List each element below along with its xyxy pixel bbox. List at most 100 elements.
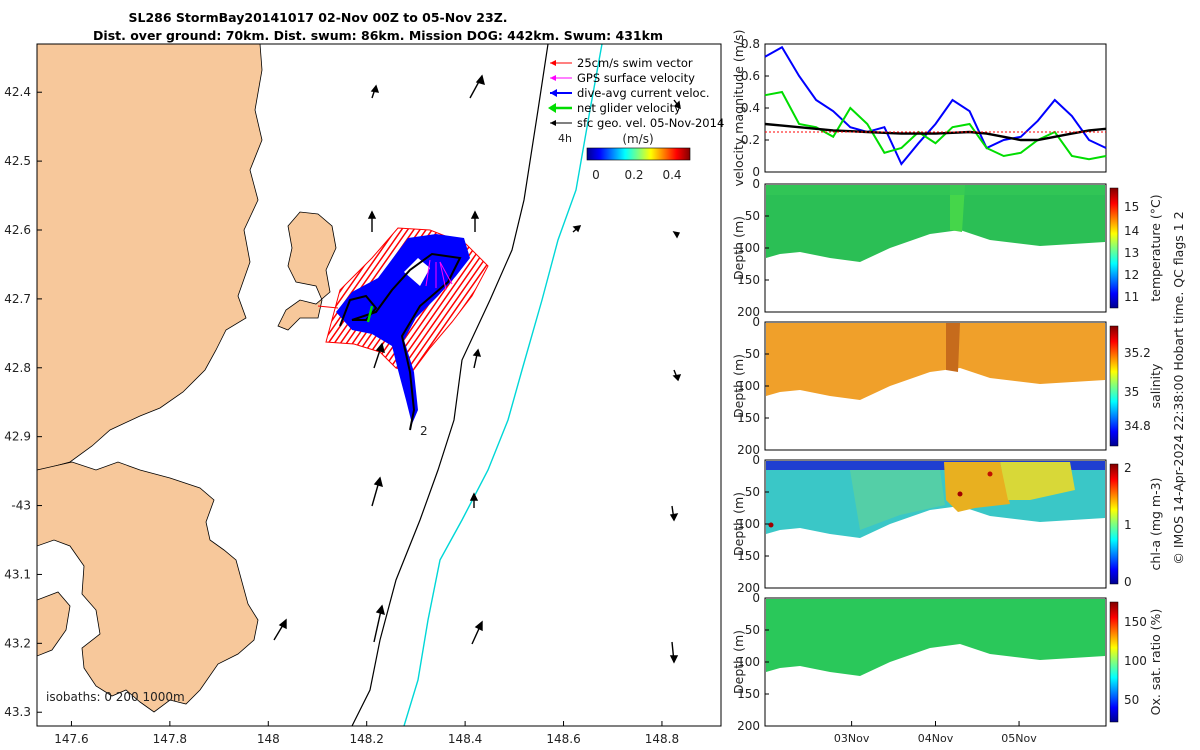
geo-arrow bbox=[367, 210, 377, 232]
chart-title-line2: Dist. over ground: 70km. Dist. swum: 86k… bbox=[93, 28, 663, 43]
section-y-tick-label: 150 bbox=[737, 411, 760, 425]
oxygen-cbar-tick: 50 bbox=[1124, 693, 1139, 707]
velocity-y-tick-label: 0 bbox=[752, 165, 760, 179]
map-x-tick-label: 148.6 bbox=[546, 732, 580, 746]
map-x-tick-label: 147.8 bbox=[153, 732, 187, 746]
salinity-field bbox=[766, 323, 1105, 400]
land-island-south bbox=[37, 591, 71, 657]
temperature-cbar-tick: 11 bbox=[1124, 290, 1139, 304]
map-time-marker: 4h bbox=[558, 132, 572, 145]
oxygen-cbar-tick: 100 bbox=[1124, 654, 1147, 668]
section-y-tick-label: 200 bbox=[737, 443, 760, 457]
map-y-tick-label: -43 bbox=[11, 499, 31, 513]
map-x-tick-label: 148 bbox=[257, 732, 280, 746]
oxygen-panel: 150 100 50 Ox. sat. ratio (%) bbox=[764, 597, 1163, 727]
salinity-cbar-tick: 35.2 bbox=[1124, 346, 1151, 360]
chlorophyll-cbar-tick: 1 bbox=[1124, 518, 1132, 532]
chart-title-line1: SL286 StormBay20141017 02-Nov 00Z to 05-… bbox=[128, 10, 507, 25]
section-y-tick-label: 0 bbox=[752, 315, 760, 329]
section-y-tick-label: 50 bbox=[745, 209, 760, 223]
section-x-tick-label: 04Nov bbox=[918, 732, 954, 745]
geo-arrow bbox=[672, 369, 682, 382]
geo-arrow bbox=[371, 476, 383, 507]
glider-track-line bbox=[339, 252, 462, 431]
section-ylabel: Depth (m) bbox=[731, 216, 746, 280]
section-y-tick-label: 150 bbox=[737, 687, 760, 701]
section-y-tick-label: 50 bbox=[745, 347, 760, 361]
salinity-colorbar bbox=[1109, 325, 1119, 447]
temperature-cbar-tick: 13 bbox=[1124, 246, 1139, 260]
geo-arrow bbox=[469, 74, 485, 99]
surface-geostrophic-arrows bbox=[273, 74, 682, 664]
temperature-cbar-tick: 12 bbox=[1124, 268, 1139, 282]
map-y-tick-label: 43.1 bbox=[4, 567, 31, 581]
geo-arrow bbox=[469, 492, 479, 508]
velocity-series-line bbox=[764, 45, 1107, 166]
svg-text:GPS surface velocity: GPS surface velocity bbox=[577, 71, 695, 85]
land-peninsula-south bbox=[37, 461, 259, 713]
map-colorbar-tick: 0.2 bbox=[624, 168, 643, 182]
chlorophyll-bloom bbox=[944, 462, 1010, 512]
svg-text:sfc geo. vel. 05-Nov-2014: sfc geo. vel. 05-Nov-2014 bbox=[577, 116, 724, 130]
oxygen-field bbox=[766, 599, 1105, 676]
map-y-tick-label: 42.9 bbox=[4, 430, 31, 444]
temperature-cbar-tick: 15 bbox=[1124, 200, 1139, 214]
map-y-tick-label: 43.3 bbox=[4, 705, 31, 719]
section-y-tick-label: 150 bbox=[737, 273, 760, 287]
section-ylabel: Depth (m) bbox=[731, 492, 746, 556]
temperature-warm-band bbox=[950, 185, 965, 232]
salinity-cbar-tick: 35 bbox=[1124, 385, 1139, 399]
salinity-panel: 35.2 35 34.8 salinity bbox=[764, 321, 1163, 451]
section-y-tick-label: 0 bbox=[752, 591, 760, 605]
map-colorbar-scale bbox=[586, 147, 691, 161]
section-y-tick-label: 200 bbox=[737, 581, 760, 595]
map-y-tick-label: 42.5 bbox=[4, 154, 31, 168]
section-y-tick-label: 200 bbox=[737, 305, 760, 319]
map-point-label: 2 bbox=[420, 424, 428, 438]
temperature-surface-layer bbox=[766, 185, 1105, 195]
gps-surface-velocity-vectors bbox=[425, 259, 453, 291]
chlorophyll-mid-region bbox=[850, 470, 945, 530]
geo-arrow bbox=[470, 210, 480, 232]
section-axes: 0 50 100 150 200 Depth (m) 0 50 100 150 200 Depth (… bbox=[731, 177, 1037, 745]
isobath-1000m bbox=[403, 44, 603, 726]
velocity-y-tick-label: 0.8 bbox=[741, 37, 760, 51]
section-x-tick-label: 03Nov bbox=[834, 732, 870, 745]
oxygen-cbar-label: Ox. sat. ratio (%) bbox=[1148, 609, 1163, 716]
chlorophyll-spot bbox=[957, 491, 963, 497]
map-x-tick-label: 148.2 bbox=[350, 732, 384, 746]
geo-arrow bbox=[472, 348, 482, 369]
map-colorbar-label: (m/s) bbox=[622, 132, 653, 146]
geo-arrow bbox=[672, 231, 681, 239]
legend-entry-gps: GPS surface velocity bbox=[550, 71, 695, 85]
temperature-colorbar bbox=[1109, 187, 1119, 309]
geo-arrow bbox=[373, 342, 385, 369]
map-x-tick-label: 148.4 bbox=[448, 732, 482, 746]
salinity-cbar-label: salinity bbox=[1148, 363, 1163, 408]
chlorophyll-bloom-east bbox=[1000, 462, 1075, 500]
map-frame bbox=[36, 43, 722, 727]
section-y-tick-label: 150 bbox=[737, 549, 760, 563]
map-y-axis: 42.4 42.5 42.6 42.7 42.8 42.9 -43 43.1 43.2 43.3 bbox=[4, 85, 42, 719]
velocity-y-tick-label: 0.4 bbox=[741, 101, 760, 115]
map-panel: 2 4h bbox=[4, 43, 724, 746]
chlorophyll-colorbar bbox=[1109, 463, 1119, 585]
map-x-tick-label: 147.6 bbox=[54, 732, 88, 746]
oxygen-cbar-tick: 150 bbox=[1124, 615, 1147, 629]
map-y-tick-label: 42.4 bbox=[4, 85, 31, 99]
map-colorbar: (m/s) 0 0.2 0.4 bbox=[586, 132, 691, 182]
svg-text:dive-avg current veloc.: dive-avg current veloc. bbox=[577, 86, 710, 100]
temperature-panel: 15 14 13 12 11 temperature (°C) bbox=[764, 183, 1163, 313]
section-y-tick-label: 0 bbox=[752, 177, 760, 191]
swim-vector-marker bbox=[317, 305, 339, 309]
oxygen-colorbar bbox=[1109, 601, 1119, 723]
map-legend: 25cm/s swim vector GPS surface velocity … bbox=[548, 56, 724, 130]
map-x-axis: 147.6 147.8 148 148.2 148.4 148.6 148.8 bbox=[54, 721, 679, 746]
legend-entry-swim: 25cm/s swim vector bbox=[550, 56, 693, 70]
imos-credit: © IMOS 14-Apr-2024 22:38:00 Hobart time.… bbox=[1171, 211, 1186, 564]
map-colorbar-tick: 0 bbox=[592, 168, 600, 182]
geo-arrow bbox=[572, 225, 582, 233]
velocity-y-tick-label: 0.6 bbox=[741, 69, 760, 83]
map-y-tick-label: 42.6 bbox=[4, 223, 31, 237]
